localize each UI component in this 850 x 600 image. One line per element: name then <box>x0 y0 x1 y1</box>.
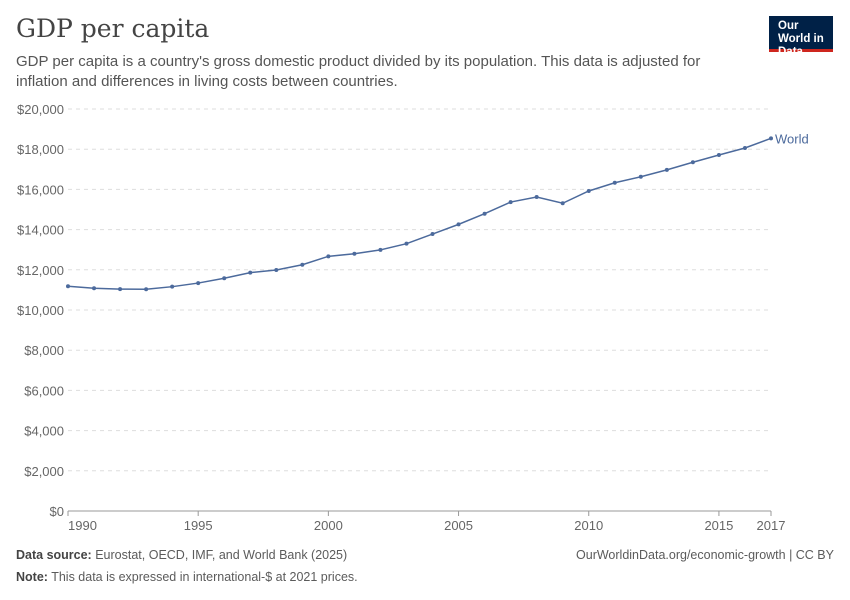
data-point <box>664 167 669 172</box>
data-point <box>196 281 201 286</box>
y-tick-label: $16,000 <box>17 182 64 197</box>
data-point <box>326 254 331 259</box>
note: Note: This data is expressed in internat… <box>16 570 358 584</box>
data-point <box>274 268 279 273</box>
data-point <box>508 200 513 205</box>
data-source: Data source: Eurostat, OECD, IMF, and Wo… <box>16 548 347 562</box>
data-point <box>248 270 253 275</box>
note-text: This data is expressed in international-… <box>51 570 358 584</box>
y-tick-label: $10,000 <box>17 303 64 318</box>
data-point <box>638 174 643 179</box>
y-tick-label: $8,000 <box>24 343 64 358</box>
x-tick-label: 2015 <box>704 518 733 533</box>
y-tick-label: $18,000 <box>17 142 64 157</box>
source-label: Data source: <box>16 548 92 562</box>
data-point <box>118 287 123 292</box>
note-label: Note: <box>16 570 48 584</box>
y-tick-label: $6,000 <box>24 383 64 398</box>
owid-logo[interactable]: Our World in Data <box>769 16 833 58</box>
y-tick-label: $12,000 <box>17 263 64 278</box>
data-point <box>430 232 435 237</box>
data-point <box>560 201 565 206</box>
data-point <box>92 286 97 291</box>
data-point <box>769 136 773 141</box>
chart-subtitle: GDP per capita is a country's gross dome… <box>16 53 701 90</box>
y-tick-label: $2,000 <box>24 464 64 479</box>
series-line-world <box>67 137 772 291</box>
y-tick-label: $20,000 <box>17 102 64 117</box>
data-point <box>222 276 227 281</box>
series-label: World <box>775 131 809 146</box>
data-point <box>144 287 149 292</box>
y-tick-label: $14,000 <box>17 223 64 238</box>
data-point <box>586 189 591 194</box>
x-tick-label: 2005 <box>444 518 473 533</box>
source-url[interactable]: OurWorldinData.org/economic-growth | CC … <box>576 548 834 562</box>
data-point <box>482 211 487 216</box>
data-point <box>612 180 617 185</box>
x-tick-label: 2017 <box>757 518 786 533</box>
y-tick-label: $4,000 <box>24 424 64 439</box>
x-tick-label: 1995 <box>184 518 213 533</box>
data-point <box>300 262 305 267</box>
data-point <box>534 195 539 200</box>
x-tick-label: 2010 <box>574 518 603 533</box>
data-point <box>742 145 747 150</box>
x-tick-label: 1990 <box>68 518 97 533</box>
data-point <box>66 284 70 289</box>
data-point <box>170 284 175 289</box>
x-tick-label: 2000 <box>314 518 343 533</box>
data-point <box>352 251 357 256</box>
source-text[interactable]: Eurostat, OECD, IMF, and World Bank (202… <box>95 548 348 562</box>
data-point <box>456 222 461 227</box>
data-point <box>716 153 721 158</box>
data-point <box>378 247 383 252</box>
data-point <box>404 241 409 246</box>
data-point <box>690 160 695 165</box>
chart-title: GDP per capita <box>16 14 210 43</box>
y-tick-label: $0 <box>50 504 64 519</box>
